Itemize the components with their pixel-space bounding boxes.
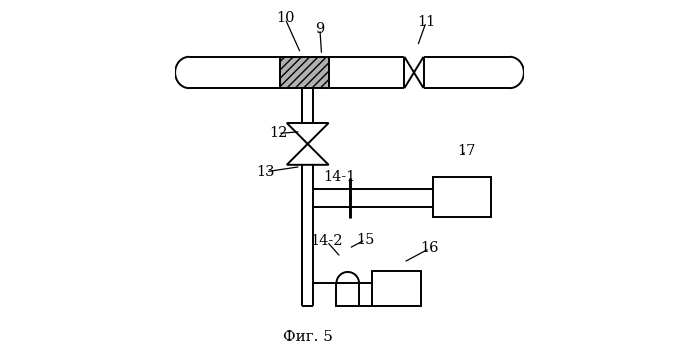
Bar (336, 283, 359, 306)
Bar (280, 57, 329, 88)
Text: 15: 15 (356, 233, 375, 247)
Text: 9: 9 (315, 22, 324, 36)
Text: 16: 16 (420, 241, 439, 256)
Bar (433, 177, 491, 217)
Text: 11: 11 (417, 15, 435, 29)
Text: 12: 12 (269, 126, 287, 141)
Text: Фиг. 5: Фиг. 5 (283, 330, 333, 344)
Text: 13: 13 (257, 165, 275, 179)
Text: 14-1: 14-1 (323, 170, 355, 184)
Text: 10: 10 (276, 11, 294, 25)
Bar (372, 271, 421, 306)
Text: 14-2: 14-2 (310, 234, 343, 249)
Text: 17: 17 (457, 144, 475, 158)
